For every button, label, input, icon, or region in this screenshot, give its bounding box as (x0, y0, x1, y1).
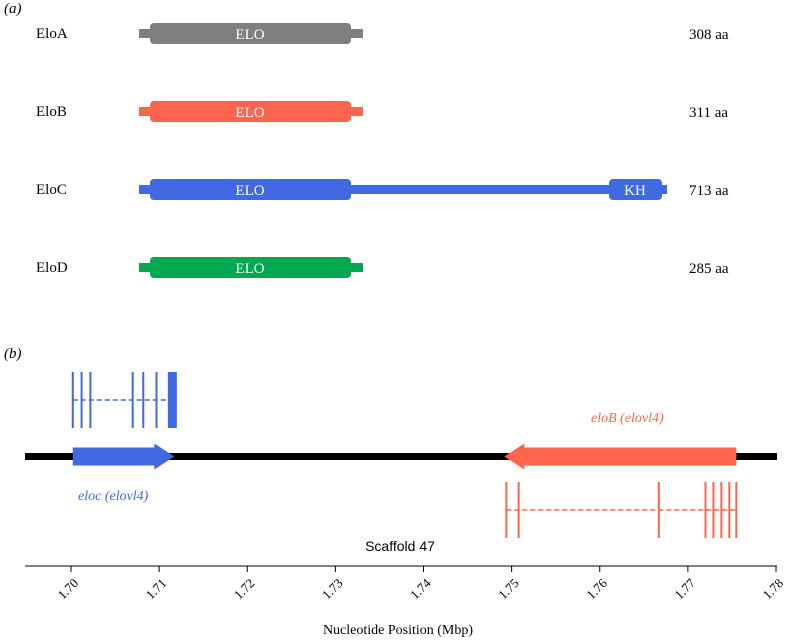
protein-length: 308 aa (689, 27, 729, 43)
gene-label-elob: eloB (elovl4) (591, 411, 664, 426)
domain-label: KH (624, 183, 646, 199)
scaffold-line (25, 453, 777, 460)
panel-b-label: (b) (4, 346, 22, 362)
x-tick-label: 1.76 (583, 575, 610, 602)
protein-length: 713 aa (689, 183, 729, 199)
exon-elob (728, 482, 731, 538)
exon-eloc (142, 372, 145, 428)
protein-name: EloC (36, 182, 67, 198)
domain-label: ELO (235, 105, 264, 121)
domain-label: ELO (235, 183, 264, 199)
domain-label: ELO (235, 27, 264, 43)
gene-label-eloc: eloc (elovl4) (78, 489, 149, 504)
protein-name: EloB (36, 104, 67, 120)
scaffold-label: Scaffold 47 (365, 538, 435, 554)
exon-eloc (167, 372, 177, 428)
elo-domain (150, 23, 351, 44)
x-tick-label: 1.72 (231, 575, 258, 602)
elo-domain (150, 101, 351, 122)
exon-eloc (131, 372, 134, 428)
x-tick-label: 1.74 (407, 575, 434, 602)
exon-elob (517, 482, 520, 538)
x-tick-label: 1.73 (319, 575, 346, 602)
elo-domain (150, 257, 351, 278)
gene-layer (71, 372, 738, 538)
protein-name: EloA (36, 26, 68, 42)
gene-arrow-eloc (72, 443, 175, 470)
exon-elob (505, 482, 508, 538)
exon-eloc (89, 372, 92, 428)
exon-elob (735, 482, 738, 538)
exon-elob (704, 482, 707, 538)
exon-elob (657, 482, 660, 538)
panel-a-label: (a) (4, 1, 22, 17)
elo-domain (150, 179, 351, 200)
domain-label: ELO (235, 261, 264, 277)
protein-row-eloc: EloC ELO KH 713 aa (36, 179, 729, 200)
exon-eloc (80, 372, 83, 428)
protein-name: EloD (36, 260, 68, 276)
x-axis-title: Nucleotide Position (Mbp) (323, 623, 473, 638)
protein-length: 311 aa (689, 105, 728, 121)
x-tick-label: 1.77 (671, 575, 698, 602)
kh-domain (609, 179, 662, 200)
x-tick-label: 1.70 (54, 575, 81, 602)
exon-elob (712, 482, 715, 538)
protein-row-elod: EloD ELO 285 aa (36, 257, 729, 278)
exon-elob (720, 482, 723, 538)
exon-eloc (71, 372, 74, 428)
exon-eloc (155, 372, 158, 428)
protein-row-eloa: EloA ELO 308 aa (36, 23, 729, 44)
x-axis-ticks: 1.70 1.71 1.72 1.73 1.74 1.75 1.76 1.77 1.78 (54, 566, 786, 602)
protein-backbone (139, 185, 667, 194)
protein-length: 285 aa (689, 261, 729, 277)
x-tick-label: 1.78 (759, 575, 786, 602)
protein-row-elob: EloB ELO 311 aa (36, 101, 728, 122)
x-tick-label: 1.75 (495, 575, 522, 602)
gene-arrow-elob (504, 443, 737, 470)
x-tick-label: 1.71 (143, 575, 170, 602)
